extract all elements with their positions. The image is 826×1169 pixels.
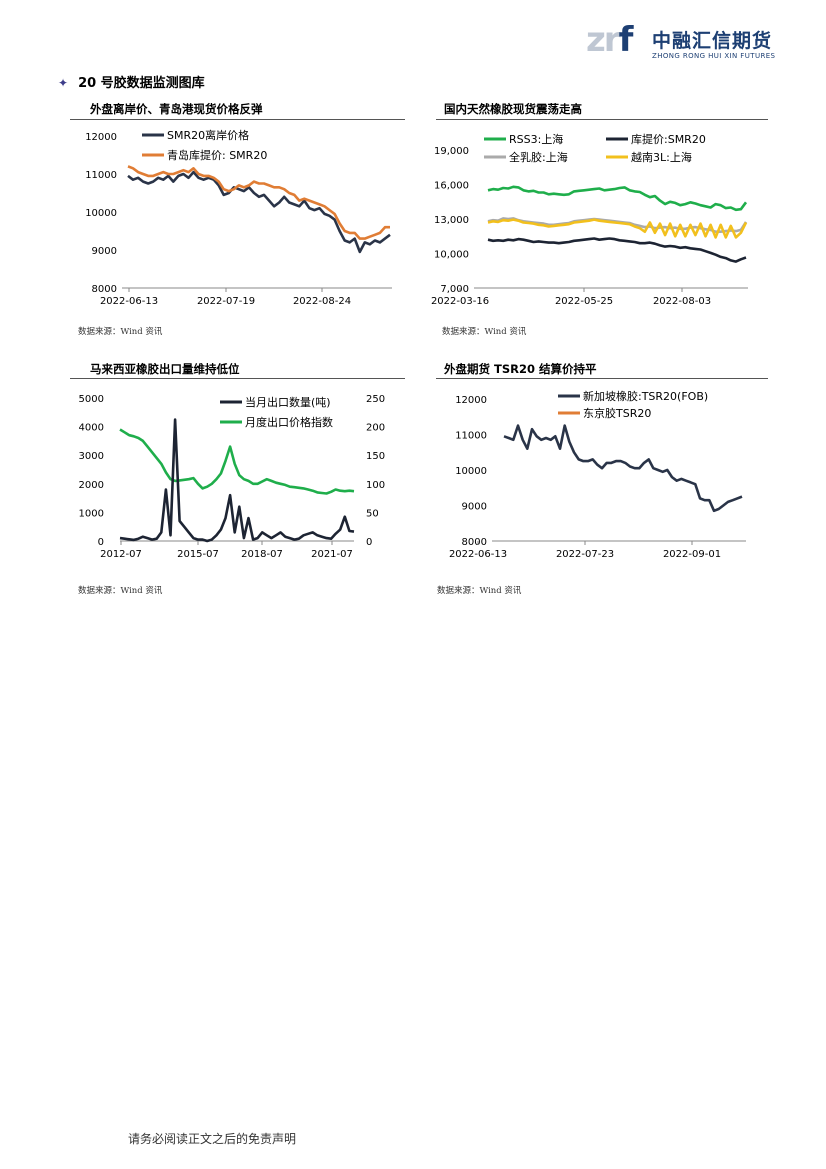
bullet-icon: ✦	[58, 76, 69, 90]
chart3-title: 马来西亚橡胶出口量维持低位	[90, 362, 240, 376]
chart1-title-rule	[70, 119, 405, 120]
legend-item-1-label: 东京胶TSR20	[583, 406, 651, 420]
logo-chinese-name: 中融汇信期货	[652, 30, 773, 52]
y-left-tick-label: 0	[98, 537, 104, 548]
series-line-0	[127, 170, 391, 254]
legend-item-2-label: 全乳胶:上海	[509, 150, 568, 164]
y-tick-label: 10000	[85, 208, 117, 219]
x-tick-label: 2022-07-19	[197, 296, 255, 307]
series-line-3	[487, 218, 748, 239]
legend-item-3-label: 越南3L:上海	[631, 150, 692, 164]
section-heading: ✦ 20 号胶数据监测图库	[58, 72, 205, 91]
chart2-source: 数据来源：Wind 资讯	[442, 327, 527, 337]
x-tick-label: 2022-07-23	[556, 549, 614, 560]
company-logo: zrf 中融汇信期货 ZHONG RONG HUI XIN FUTURES	[586, 20, 786, 64]
y-tick-label: 9000	[462, 502, 487, 513]
chart3-svg: 5000400030002000100002502001501005002012…	[79, 394, 386, 560]
x-tick-label: 2021-07	[311, 549, 353, 560]
legend-item-1-label: 月度出口价格指数	[245, 415, 333, 429]
logo-english-name: ZHONG RONG HUI XIN FUTURES	[652, 52, 776, 60]
x-tick-label: 2022-06-13	[449, 549, 507, 560]
x-tick-label: 2012-07	[100, 549, 142, 560]
legend-item-1-label: 青岛库提价: SMR20	[167, 148, 267, 162]
y-tick-label: 19,000	[434, 146, 469, 157]
x-tick-label: 2022-05-25	[555, 296, 613, 307]
y-tick-label: 9000	[92, 246, 117, 257]
y-tick-label: 12000	[85, 132, 117, 143]
y-tick-label: 13,000	[434, 215, 469, 226]
chart4-title: 外盘期货 TSR20 结算价持平	[444, 362, 597, 376]
chart2-title: 国内天然橡胶现货震荡走高	[444, 102, 582, 116]
y-tick-label: 11000	[455, 431, 487, 442]
series-line-1	[487, 237, 747, 263]
y-tick-label: 7,000	[440, 284, 469, 295]
x-tick-label: 2022-09-01	[663, 549, 721, 560]
x-tick-label: 2022-03-16	[431, 296, 489, 307]
y-left-tick-label: 5000	[79, 394, 104, 405]
y-right-tick-label: 100	[366, 480, 385, 491]
y-right-tick-label: 50	[366, 508, 379, 519]
disclaimer-footer: 请务必阅读正文之后的免责声明	[128, 1132, 297, 1146]
chart1-source: 数据来源：Wind 资讯	[78, 327, 163, 337]
y-left-tick-label: 3000	[79, 451, 104, 462]
x-tick-label: 2015-07	[177, 549, 219, 560]
legend-item-0-label: 当月出口数量(吨)	[245, 395, 331, 409]
y-tick-label: 8000	[92, 284, 117, 295]
series-line-1	[127, 165, 390, 240]
chart1-title: 外盘离岸价、青岛港现货价格反弹	[90, 102, 263, 116]
logo-mark: zrf	[586, 20, 633, 60]
y-left-tick-label: 4000	[79, 423, 104, 434]
x-tick-label: 2022-08-03	[653, 296, 711, 307]
y-tick-label: 16,000	[434, 181, 469, 192]
legend-item-0-label: RSS3:上海	[509, 132, 563, 146]
y-tick-label: 10000	[455, 466, 487, 477]
y-right-tick-label: 250	[366, 394, 385, 405]
x-tick-label: 2022-06-13	[100, 296, 158, 307]
series-line-1	[119, 428, 355, 495]
chart4-source: 数据来源：Wind 资讯	[437, 586, 522, 596]
series-line-0	[503, 424, 743, 513]
y-tick-label: 10,000	[434, 250, 469, 261]
y-tick-label: 11000	[85, 170, 117, 181]
x-tick-label: 2022-08-24	[293, 296, 351, 307]
y-right-tick-label: 150	[366, 451, 385, 462]
series-line-0	[119, 418, 355, 543]
section-title: 20 号胶数据监测图库	[78, 76, 205, 91]
x-tick-label: 2018-07	[241, 549, 283, 560]
legend-item-1-label: 库提价:SMR20	[631, 133, 706, 146]
y-right-tick-label: 0	[366, 537, 372, 548]
y-left-tick-label: 2000	[79, 480, 104, 491]
y-tick-label: 12000	[455, 395, 487, 406]
legend-item-0-label: SMR20离岸价格	[167, 128, 249, 142]
y-left-tick-label: 1000	[79, 508, 104, 519]
legend-item-0-label: 新加坡橡胶:TSR20(FOB)	[583, 389, 708, 403]
y-right-tick-label: 200	[366, 423, 385, 434]
chart2-title-rule	[436, 119, 768, 120]
chart3-title-rule	[70, 378, 405, 379]
y-tick-label: 8000	[462, 537, 487, 548]
chart4-title-rule	[436, 378, 768, 379]
series-line-0	[487, 185, 748, 212]
chart3-source: 数据来源：Wind 资讯	[78, 586, 163, 596]
